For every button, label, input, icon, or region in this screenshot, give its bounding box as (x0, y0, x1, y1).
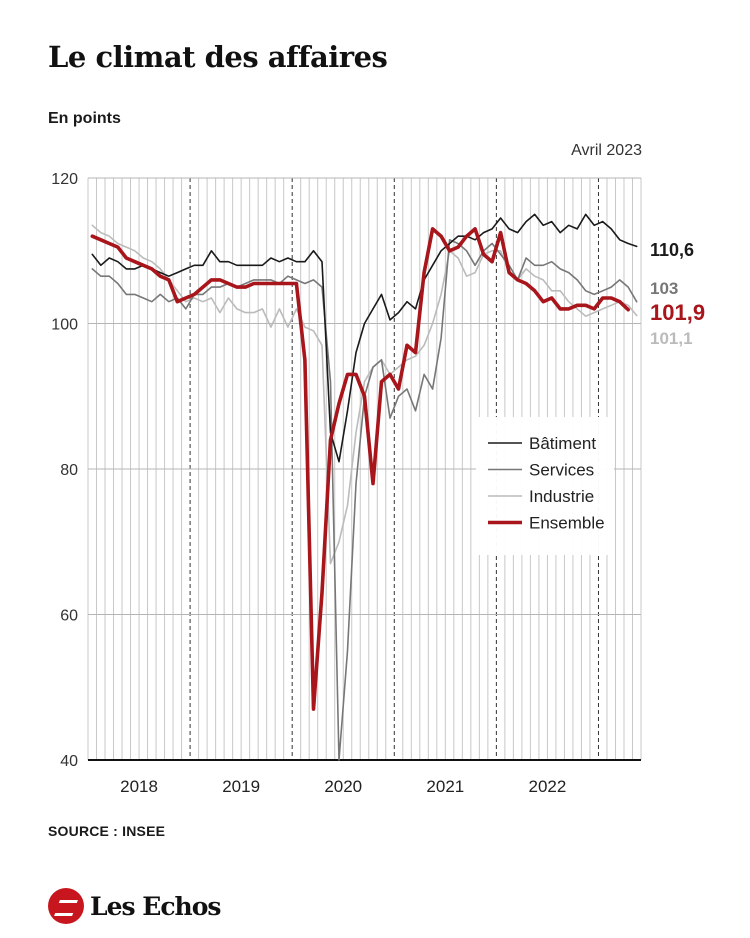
y-tick-label: 60 (60, 608, 78, 625)
grid (87, 177, 642, 761)
x-tick-label: 2020 (324, 777, 362, 796)
date-label: Avril 2023 (571, 142, 642, 159)
end-labels: 110,6 103 101,9 101,1 (650, 240, 705, 348)
brand-name: Les Echos (90, 891, 221, 921)
x-tick-label: 2019 (222, 777, 260, 796)
end-label: 103 (650, 279, 678, 298)
legend-label: Industrie (529, 487, 594, 506)
legend-box (476, 417, 614, 555)
series-lines (90, 213, 638, 761)
y-tick-label: 80 (60, 462, 78, 479)
legend: Bâtiment Services Industrie Ensemble (476, 417, 614, 555)
unit-label: En points (48, 110, 121, 127)
y-axis-labels: 40 60 80 100 120 (51, 171, 78, 770)
end-label: 110,6 (650, 240, 694, 260)
series-line-ensemble (90, 227, 631, 711)
legend-label: Services (529, 461, 594, 480)
brand-logo: Les Echos (48, 886, 221, 926)
x-tick-label: 2018 (120, 777, 158, 796)
y-tick-label: 100 (51, 317, 78, 334)
source-note: SOURCE : INSEE (48, 823, 166, 839)
y-tick-label: 40 (60, 753, 78, 770)
legend-label: Bâtiment (529, 434, 596, 453)
legend-label: Ensemble (529, 514, 605, 533)
x-tick-label: 2021 (426, 777, 464, 796)
x-axis-labels: 2018 2019 2020 2021 2022 (120, 777, 566, 796)
y-tick-label: 120 (51, 171, 78, 188)
series-line-batiment (91, 213, 638, 463)
x-tick-label: 2022 (529, 777, 567, 796)
les-echos-logo-icon (48, 888, 84, 924)
chart-title: Le climat des affaires (48, 40, 388, 74)
end-label: 101,1 (650, 329, 693, 348)
end-label: 101,9 (650, 300, 705, 325)
